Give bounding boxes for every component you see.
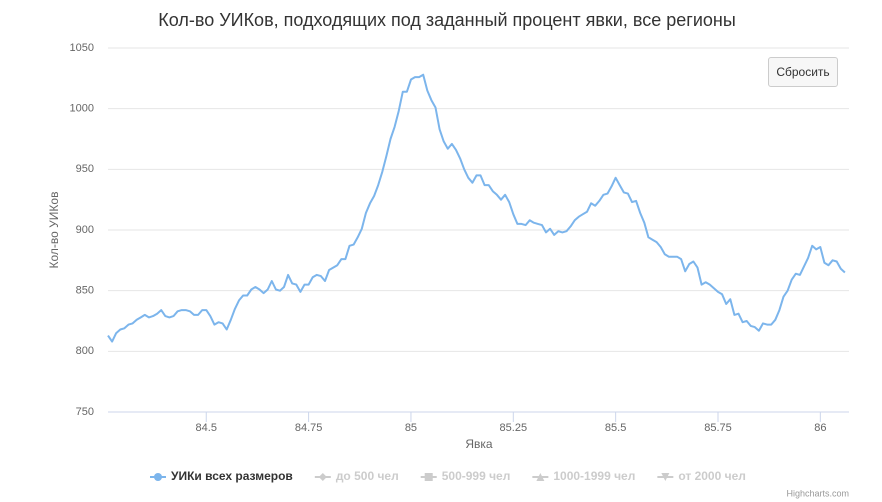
reset-button[interactable]: Сбросить	[768, 57, 838, 87]
legend-marker	[424, 473, 433, 481]
legend-marker	[154, 473, 162, 481]
x-tick-label: 85.25	[500, 422, 528, 434]
y-tick-label: 800	[76, 345, 94, 357]
y-tick-label: 850	[76, 285, 94, 297]
x-tick-label: 85.75	[704, 422, 732, 434]
x-axis-title: Явка	[465, 437, 493, 451]
credits: Highcharts.com	[786, 488, 849, 498]
y-tick-label: 750	[76, 406, 94, 418]
x-tick-label: 84.5	[196, 422, 217, 434]
y-tick-label: 950	[76, 163, 94, 175]
line-series	[107, 73, 846, 343]
y-tick-label: 1000	[70, 103, 94, 115]
x-tick-label: 84.75	[295, 422, 323, 434]
legend-label[interactable]: 1000-1999 чел	[553, 469, 635, 483]
legend-marker	[536, 473, 545, 481]
y-tick-label: 900	[76, 224, 94, 236]
legend-label[interactable]: 500-999 чел	[442, 469, 511, 483]
x-tick-label: 86	[814, 422, 826, 434]
y-tick-label: 1050	[70, 42, 94, 54]
x-tick-label: 85.5	[605, 422, 626, 434]
legend-label[interactable]: УИКи всех размеров	[171, 469, 293, 483]
y-axis-title: Кол-во УИКов	[47, 192, 61, 269]
legend-marker	[318, 473, 327, 481]
chart-title: Кол-во УИКов, подходящих под заданный пр…	[158, 10, 736, 30]
x-tick-label: 85	[405, 422, 417, 434]
legend-label[interactable]: до 500 чел	[336, 469, 399, 483]
legend-label[interactable]: от 2000 чел	[678, 469, 746, 483]
legend-marker	[661, 473, 670, 481]
